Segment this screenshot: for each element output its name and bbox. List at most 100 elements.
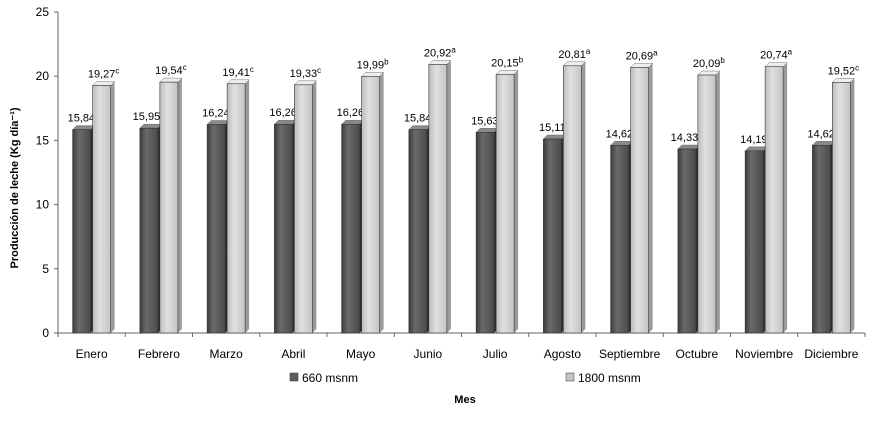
bar-side <box>514 70 519 334</box>
y-tick-label: 5 <box>42 262 49 276</box>
bar-front <box>361 76 380 334</box>
bar-top <box>428 60 452 65</box>
legend-swatch-1800 <box>565 372 575 382</box>
data-label: 19,27c <box>88 67 120 81</box>
bar-side <box>783 62 788 334</box>
x-axis-title: Mes <box>454 394 475 406</box>
bar-1800 <box>428 60 452 334</box>
bar-660 <box>408 125 432 334</box>
x-tick-label: Septiembre <box>599 347 661 361</box>
bar-front <box>294 84 313 334</box>
data-label: 20,15b <box>491 55 524 69</box>
bar-front <box>630 67 649 334</box>
data-label: 20,69a <box>626 48 659 62</box>
x-tick-label: Febrero <box>138 347 180 361</box>
bar-top <box>226 79 250 84</box>
data-label: 20,81a <box>558 47 591 61</box>
bar-1800 <box>831 78 855 334</box>
bar-front <box>274 123 293 334</box>
data-label: 20,92a <box>424 45 457 59</box>
bar-top <box>677 144 701 150</box>
bar-660 <box>139 124 163 334</box>
bar-side <box>312 80 317 334</box>
bar-front <box>495 73 515 334</box>
bar-top <box>610 141 634 146</box>
bar-side <box>110 81 115 333</box>
bar-top <box>475 128 499 133</box>
legend-item-660: 660 msnm <box>289 371 358 385</box>
bar-1800 <box>361 72 385 334</box>
x-tick-label: Marzo <box>209 347 243 361</box>
bar-top <box>764 62 788 67</box>
bar-front <box>206 124 226 334</box>
y-tick-label: 10 <box>36 198 50 212</box>
x-tick-label: Abril <box>281 347 305 361</box>
bar-front <box>341 123 360 334</box>
bar-front <box>226 83 246 334</box>
data-label: 19,52c <box>828 63 860 77</box>
y-tick-label: 25 <box>36 5 50 19</box>
bar-side <box>581 61 586 334</box>
bar-side <box>245 79 250 333</box>
bar-top <box>408 125 432 130</box>
legend: 660 msnm 1800 msnm <box>289 371 641 385</box>
bar-top <box>139 124 163 129</box>
chart-axes <box>54 11 866 337</box>
data-label: 20,74a <box>760 48 793 62</box>
bar-side <box>177 78 182 333</box>
y-tick-label: 15 <box>36 133 50 147</box>
x-tick-label: Diciembre <box>804 347 858 361</box>
legend-item-1800: 1800 msnm <box>565 371 641 385</box>
bar-660 <box>273 120 297 334</box>
bar-top <box>92 81 116 86</box>
bar-front <box>428 64 448 334</box>
bar-top <box>630 63 654 68</box>
bar-side <box>648 63 653 334</box>
bar-side <box>446 60 451 333</box>
bar-front <box>832 82 851 334</box>
x-tick-label: Noviembre <box>735 347 793 361</box>
bars-group: 15,84b15,95ba16,24a16,26a16,26a15,84b15,… <box>68 45 860 334</box>
legend-label-660: 660 msnm <box>302 371 358 385</box>
bar-top <box>811 141 835 146</box>
data-label: 20,09b <box>693 56 726 70</box>
bar-top <box>293 80 317 86</box>
bar-660 <box>744 146 768 334</box>
data-label: 19,54c <box>155 63 187 77</box>
x-tick-label: Julio <box>483 347 508 361</box>
y-tick-label: 20 <box>36 69 50 83</box>
bar-660 <box>341 120 365 334</box>
bar-front <box>764 66 784 334</box>
bar-top <box>831 78 855 83</box>
bar-1800 <box>226 79 250 334</box>
bar-front <box>408 129 428 334</box>
bar-front <box>697 74 717 334</box>
bar-front <box>543 138 562 334</box>
bar-660 <box>475 128 499 334</box>
bar-660 <box>610 141 634 334</box>
bar-side <box>715 71 720 333</box>
data-label: 19,99b <box>357 57 390 71</box>
bar-front <box>92 85 111 334</box>
bar-top <box>72 125 96 130</box>
bar-side <box>379 72 384 333</box>
bar-front <box>610 144 629 334</box>
bar-1800 <box>562 61 586 334</box>
x-tick-label: Enero <box>76 347 108 361</box>
bar-top <box>341 120 365 125</box>
bar-top <box>273 120 297 125</box>
x-tick-label: Octubre <box>676 347 719 361</box>
bar-top <box>495 70 519 75</box>
x-tick-label: Mayo <box>346 347 376 361</box>
bar-660 <box>811 141 835 334</box>
bar-1800 <box>764 62 788 334</box>
bar-660 <box>72 125 96 334</box>
bar-front <box>744 150 764 334</box>
x-tick-labels: Enero Febrero Marzo Abril Mayo Junio Julio Agos… <box>76 347 859 361</box>
bar-top <box>562 61 586 66</box>
y-tick-labels: 0 5 10 15 20 25 <box>36 5 50 340</box>
bar-660 <box>206 120 230 334</box>
bar-top <box>206 120 230 125</box>
bar-top <box>697 70 721 76</box>
